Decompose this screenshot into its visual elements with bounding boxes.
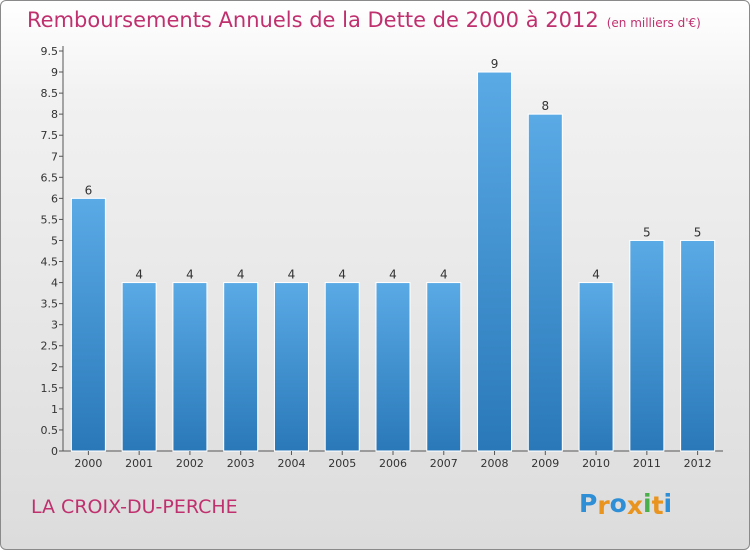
bar (578, 282, 614, 452)
y-tick-label: 7 (51, 150, 58, 163)
bar (477, 71, 513, 452)
bar-value-label: 4 (440, 268, 448, 282)
x-tick-label: 2009 (531, 457, 559, 470)
bar (70, 197, 106, 452)
y-tick-label: 5.5 (41, 213, 59, 226)
bar-value-label: 6 (85, 183, 93, 197)
x-tick-label: 2005 (328, 457, 356, 470)
x-tick-label: 2001 (125, 457, 153, 470)
x-tick-label: 2003 (227, 457, 255, 470)
x-tick-label: 2012 (684, 457, 712, 470)
y-tick-label: 1 (51, 403, 58, 416)
bar (629, 239, 665, 452)
bar-value-label: 8 (541, 99, 549, 113)
y-tick-label: 7.5 (41, 129, 59, 142)
logo-letter: P (579, 489, 598, 518)
logo-letter: i (663, 489, 673, 518)
y-tick-label: 9 (51, 66, 58, 79)
y-tick-label: 9.5 (41, 45, 59, 58)
y-tick-label: 8.5 (41, 87, 59, 100)
title-text: Remboursements Annuels de la Dette de 20… (27, 8, 599, 32)
bar-value-label: 4 (237, 268, 245, 282)
x-tick-label: 2007 (430, 457, 458, 470)
bar-value-label: 4 (135, 268, 143, 282)
bar-value-label: 4 (389, 268, 397, 282)
logo-letter: r (597, 491, 610, 520)
y-tick-label: 2 (51, 361, 58, 374)
bar (680, 239, 716, 452)
bar-value-label: 4 (186, 268, 194, 282)
x-tick-label: 2011 (633, 457, 661, 470)
y-tick-label: 1.5 (41, 382, 59, 395)
title-unit: (en milliers d'€) (606, 16, 701, 30)
y-tick-label: 2.5 (41, 340, 59, 353)
commune-name: LA CROIX-DU-PERCHE (31, 496, 238, 518)
y-tick-label: 4 (51, 277, 58, 290)
x-tick-label: 2006 (379, 457, 407, 470)
bar (223, 282, 259, 452)
logo-letter: x (626, 491, 643, 520)
bar-value-label: 5 (694, 225, 702, 239)
logo-letter: o (609, 489, 627, 518)
bar (121, 282, 157, 452)
y-tick-label: 5 (51, 234, 58, 247)
bar (527, 113, 563, 452)
logo-letter: t (651, 491, 664, 520)
x-tick-label: 2010 (582, 457, 610, 470)
bar (172, 282, 208, 452)
y-tick-label: 3 (51, 319, 58, 332)
bar (273, 282, 309, 452)
y-tick-label: 0.5 (41, 424, 59, 437)
bar-value-label: 4 (338, 268, 346, 282)
bar-value-label: 9 (491, 57, 499, 71)
x-tick-label: 2000 (74, 457, 102, 470)
x-tick-label: 2004 (277, 457, 305, 470)
bar-value-label: 4 (592, 268, 600, 282)
y-tick-label: 4.5 (41, 256, 59, 269)
bar (375, 282, 411, 452)
y-tick-label: 3.5 (41, 298, 59, 311)
proxiti-logo: Proxiti (579, 489, 673, 520)
bar (426, 282, 462, 452)
y-tick-label: 6.5 (41, 171, 59, 184)
y-tick-label: 0 (51, 445, 58, 458)
x-tick-label: 2002 (176, 457, 204, 470)
y-tick-label: 8 (51, 108, 58, 121)
chart-title: Remboursements Annuels de la Dette de 20… (27, 8, 701, 32)
y-tick-label: 6 (51, 192, 58, 205)
bar-value-label: 5 (643, 225, 651, 239)
logo-letter: i (643, 489, 652, 518)
bar-value-label: 4 (288, 268, 296, 282)
bar (324, 282, 360, 452)
x-tick-label: 2008 (481, 457, 509, 470)
